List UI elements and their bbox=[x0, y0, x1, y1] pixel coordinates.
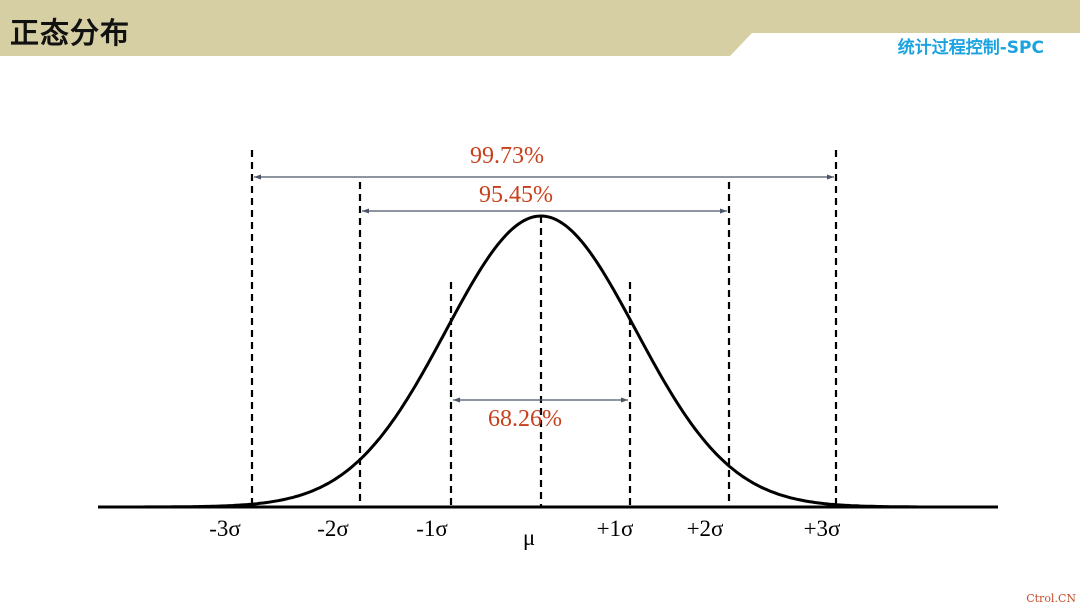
axis-label-minus-3sigma: -3σ bbox=[209, 516, 241, 541]
percent-label-3sigma: 99.73% bbox=[470, 143, 544, 169]
axis-label-plus-3sigma: +3σ bbox=[804, 516, 841, 541]
percent-label-1sigma: 68.26% bbox=[488, 406, 562, 432]
axis-label-plus-2sigma: +2σ bbox=[687, 516, 724, 541]
watermark: Ctrol.CN bbox=[1026, 592, 1076, 605]
axis-label-minus-2sigma: -2σ bbox=[317, 516, 349, 541]
axis-label-minus-1sigma: -1σ bbox=[416, 516, 448, 541]
header-band bbox=[0, 0, 1080, 56]
percent-label-2sigma: 95.45% bbox=[479, 182, 553, 208]
bell-curve bbox=[125, 214, 917, 509]
slide-title: 正态分布 bbox=[10, 16, 131, 50]
axis-label-mu: μ bbox=[523, 525, 535, 550]
slide-subtitle: 统计过程控制-SPC bbox=[897, 38, 1044, 58]
axis-label-plus-1sigma: +1σ bbox=[597, 516, 634, 541]
